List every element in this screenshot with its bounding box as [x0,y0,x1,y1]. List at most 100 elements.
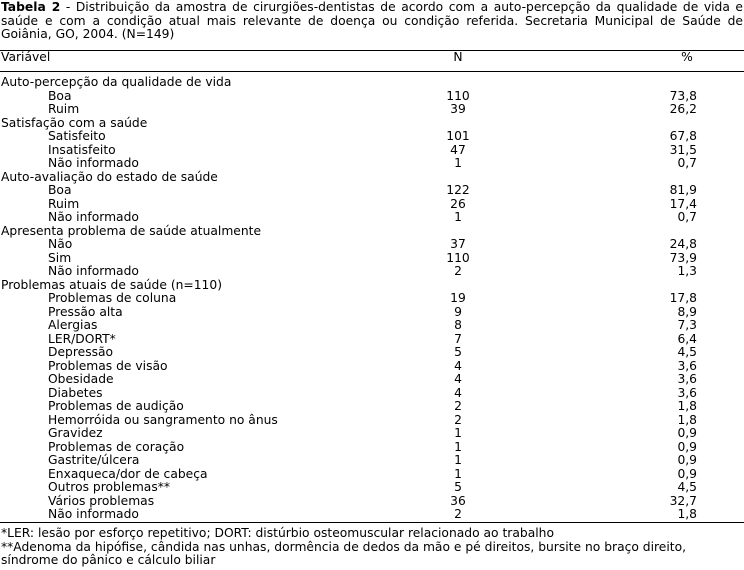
row-label: Obesidade [48,372,114,386]
table-row: Ruim 39 26,2 [0,102,744,117]
row-pct: 31,5 [669,142,697,157]
row-n: 5 [454,345,462,359]
row-n: 7 [454,331,462,346]
table-body: Auto-percepção da qualidade de vida Boa 11… [0,67,744,522]
table-group-row: Apresenta problema de saúde atualmente [0,223,744,239]
row-label: Auto-percepção da qualidade de vida [1,75,232,89]
row-pct: 0,9 [677,426,697,440]
table-row: Não informado 2 1,3 [0,264,744,279]
row-pct: 0,7 [677,156,697,170]
row-label: Problemas atuais de saúde (n=110) [1,277,223,292]
row-label: Satisfeito [48,129,106,143]
header-n: N [453,50,463,64]
row-label: Outros problemas** [48,480,171,494]
table-row: Gastrite/úlcera 1 0,9 [0,453,744,468]
row-label: Ruim [48,102,80,116]
table-caption: Tabela 2 - Distribuição da amostra de ci… [1,0,743,42]
table-row: Hemorróida ou sangramento no ânus 2 1,8 [0,413,744,428]
row-n: 1 [454,439,462,454]
top-rule [0,50,744,51]
table-row: Satisfeito 101 67,8 [0,129,744,144]
row-n: 1 [454,210,462,224]
row-label: Vários problemas [48,493,155,508]
table-group-row: Auto-percepção da qualidade de vida [0,75,744,90]
table-row: Problemas de audição 2 1,8 [0,399,744,414]
table-row: Depressão 5 4,5 [0,345,744,360]
row-pct: 17,4 [669,196,697,211]
row-n: 4 [454,358,462,373]
row-label: Problemas de coração [48,439,185,454]
header-pct: % [681,50,693,64]
row-label: Não informado [48,156,139,170]
table-row: Alergias 8 7,3 [0,318,744,333]
row-label: Enxaqueca/dor de cabeça [48,466,208,481]
row-pct: 73,9 [669,250,697,265]
row-n: 2 [454,507,462,521]
row-label: Boa [48,183,72,197]
row-label: Satisfação com a saúde [1,115,148,130]
table-row: Enxaqueca/dor de cabeça 1 0,9 [0,466,744,482]
row-label: Diabetes [48,385,103,400]
row-n: 110 [446,250,470,265]
caption-label: Tabela 2 [1,0,61,14]
row-pct: 4,5 [677,345,697,359]
row-pct: 6,4 [677,331,697,346]
row-pct: 4,5 [677,480,697,494]
table-row: Outros problemas** 5 4,5 [0,480,744,495]
table-group-row: Problemas atuais de saúde (n=110) [0,277,744,293]
row-label: Não informado [48,264,139,278]
row-n: 37 [450,237,466,251]
table-row: LER/DORT* 7 6,4 [0,331,744,347]
row-pct: 8,9 [677,304,697,319]
table-row: Problemas de visão 4 3,6 [0,358,744,374]
table-row: Problemas de coluna 19 17,8 [0,291,744,306]
row-pct: 32,7 [669,493,697,508]
row-pct: 67,8 [669,129,697,143]
row-pct: 73,8 [669,88,697,103]
row-pct: 1,3 [677,264,697,278]
row-pct: 0,9 [677,439,697,454]
row-pct: 3,6 [677,385,697,400]
row-label: Problemas de coluna [48,291,177,305]
table-row: Boa 122 81,9 [0,183,744,198]
table-group-row: Satisfação com a saúde [0,115,744,131]
data-table: Variável N % Auto-percepção da qualidade… [0,50,744,522]
table-row: Não informado 1 0,7 [0,210,744,225]
row-n: 19 [450,291,466,305]
row-pct: 3,6 [677,358,697,373]
row-n: 39 [450,102,466,116]
row-label: Auto-avaliação do estado de saúde [1,169,218,184]
row-pct: 0,7 [677,210,697,224]
row-n: 1 [454,466,462,481]
table-row: Ruim 26 17,4 [0,196,744,212]
row-label: Apresenta problema de saúde atualmente [1,223,262,238]
row-n: 1 [454,156,462,170]
row-label: Não informado [48,210,139,224]
row-n: 5 [454,480,462,494]
row-label: Sim [48,250,72,265]
row-n: 4 [454,372,462,386]
table-row: Diabetes 4 3,6 [0,385,744,401]
table-row: Sim 110 73,9 [0,250,744,266]
header-variable: Variável [1,50,51,64]
row-label: Não informado [48,507,139,521]
row-label: Não [48,237,73,251]
row-label: Pressão alta [48,304,123,319]
row-n: 1 [454,453,462,467]
row-pct: 26,2 [669,102,697,116]
row-label: Gastrite/úlcera [48,453,140,467]
row-label: Ruim [48,196,80,211]
row-n: 2 [454,399,462,413]
table-row: Boa 110 73,8 [0,88,744,104]
row-label: Alergias [48,318,98,332]
caption-text: - Distribuição da amostra de cirurgiões-… [1,0,743,41]
row-pct: 1,8 [677,399,697,413]
row-label: Problemas de visão [48,358,168,373]
table-row: Problemas de coração 1 0,9 [0,439,744,455]
table-row: Insatisfeito 47 31,5 [0,142,744,158]
footnote-other-problems: **Adenoma da hipófise, cândida nas unhas… [1,539,687,567]
bottom-rule [0,522,744,523]
row-pct: 81,9 [669,183,697,197]
row-n: 9 [454,304,462,319]
row-n: 122 [446,183,470,197]
